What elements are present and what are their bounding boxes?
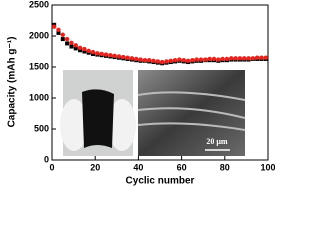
y-tick-label: 2500 xyxy=(29,0,49,9)
point xyxy=(65,41,70,46)
y-tick-label: 1000 xyxy=(29,92,49,102)
y-tick-label: 500 xyxy=(34,123,49,133)
x-tick-label: 100 xyxy=(260,162,275,172)
point xyxy=(194,57,199,62)
point xyxy=(181,57,186,63)
plot-frame xyxy=(51,4,269,161)
point xyxy=(90,49,96,55)
x-tick-label: 80 xyxy=(220,162,230,172)
point xyxy=(185,58,191,63)
point xyxy=(103,52,109,57)
point xyxy=(73,43,78,48)
point xyxy=(112,53,117,59)
point xyxy=(246,56,251,61)
point xyxy=(86,48,91,54)
y-tick-label: 0 xyxy=(44,154,49,164)
point xyxy=(233,56,238,61)
point xyxy=(142,57,148,63)
point xyxy=(95,51,100,56)
point xyxy=(177,57,182,62)
point xyxy=(207,56,212,62)
point xyxy=(220,56,225,62)
point xyxy=(211,56,217,62)
point xyxy=(64,36,70,42)
point xyxy=(73,46,78,51)
point xyxy=(78,48,83,53)
x-tick-label: 0 xyxy=(49,162,54,172)
scale-bar-label: 20 μm xyxy=(206,137,228,146)
point xyxy=(242,56,247,61)
point xyxy=(60,32,65,37)
point xyxy=(224,56,230,62)
point xyxy=(125,55,130,60)
point xyxy=(69,44,74,49)
y-axis-label: Capacity (mAh g⁻¹) xyxy=(7,37,18,128)
point xyxy=(216,57,221,62)
photo-inset xyxy=(60,70,136,156)
point xyxy=(82,49,87,54)
y-tick-label: 1500 xyxy=(29,61,49,71)
point xyxy=(99,51,104,57)
point xyxy=(168,58,173,63)
point xyxy=(82,46,87,52)
sem-inset xyxy=(137,70,246,156)
point xyxy=(138,57,143,62)
point xyxy=(229,56,234,61)
x-tick-label: 40 xyxy=(133,162,143,172)
point xyxy=(56,30,61,35)
point xyxy=(129,56,135,61)
point xyxy=(147,57,152,63)
x-tick-label: 60 xyxy=(177,162,187,172)
point xyxy=(190,57,195,63)
x-tick-label: 20 xyxy=(90,162,100,172)
point xyxy=(172,57,178,63)
point xyxy=(203,57,208,62)
point xyxy=(69,40,74,46)
point xyxy=(134,56,139,62)
point xyxy=(151,58,156,63)
point xyxy=(51,24,57,29)
point xyxy=(198,57,204,62)
point xyxy=(255,55,260,60)
point xyxy=(237,56,243,61)
point xyxy=(159,59,165,65)
point xyxy=(56,27,61,32)
point xyxy=(121,54,126,60)
point xyxy=(116,54,122,59)
chart: 20 μm Cyclic number Capacity (mAh g⁻¹) 0… xyxy=(7,0,275,187)
point xyxy=(155,59,161,64)
point xyxy=(108,53,113,58)
x-axis-label: Cyclic number xyxy=(126,176,195,187)
y-tick-label: 2000 xyxy=(29,30,49,40)
point xyxy=(60,37,65,42)
point xyxy=(164,59,169,64)
point xyxy=(263,55,269,60)
point xyxy=(250,56,256,61)
point xyxy=(259,55,264,60)
point xyxy=(77,45,83,50)
